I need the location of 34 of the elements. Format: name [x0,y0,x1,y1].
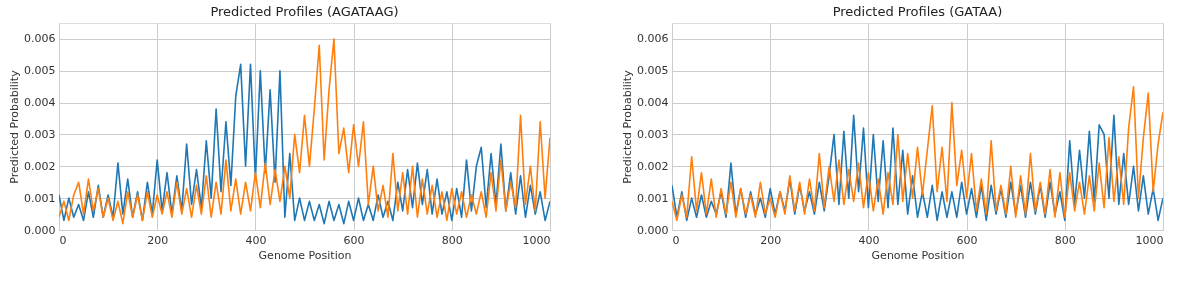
x-tick-label: 600 [956,233,978,247]
x-tick-label: 400 [245,233,267,247]
y-tick-label: 0.000 [24,223,56,237]
x-tick-label: 600 [343,233,365,247]
y-tick-label: 0.003 [24,127,56,141]
y-tick-label: 0.004 [24,96,56,110]
y-tick-label: 0.002 [637,159,669,173]
line-series [672,85,1163,222]
x-tick-label: 0 [672,233,680,247]
x-axis-title: Genome Position [871,248,965,262]
x-tick-label: 200 [147,233,169,247]
y-tick-label: 0.006 [637,32,669,46]
y-axis-title: Predicted Probability [8,69,22,184]
x-tick-label: 400 [858,233,880,247]
x-axis-title: Genome Position [258,248,352,262]
chart-title: Predicted Profiles (AGATAAG) [210,4,399,19]
x-tick-label: 0 [59,233,67,247]
y-tick-label: 0.000 [637,223,669,237]
x-tick-label: 200 [760,233,782,247]
chart-title: Predicted Profiles (GATAA) [832,4,1003,19]
y-tick-label: 0.001 [24,191,56,205]
y-tick-label: 0.002 [24,159,56,173]
y-tick-label: 0.006 [24,32,56,46]
x-tick-label: 800 [441,233,463,247]
y-axis-title: Predicted Probability [621,69,635,184]
x-tick-label: 800 [1054,233,1076,247]
x-tick-label: 1000 [1135,233,1164,247]
x-tick-label: 1000 [522,233,551,247]
y-tick-label: 0.005 [24,64,56,78]
line-series [672,114,1163,222]
y-tick-label: 0.004 [637,96,669,110]
y-tick-label: 0.005 [637,64,669,78]
y-tick-label: 0.001 [637,191,669,205]
y-tick-label: 0.003 [637,127,669,141]
